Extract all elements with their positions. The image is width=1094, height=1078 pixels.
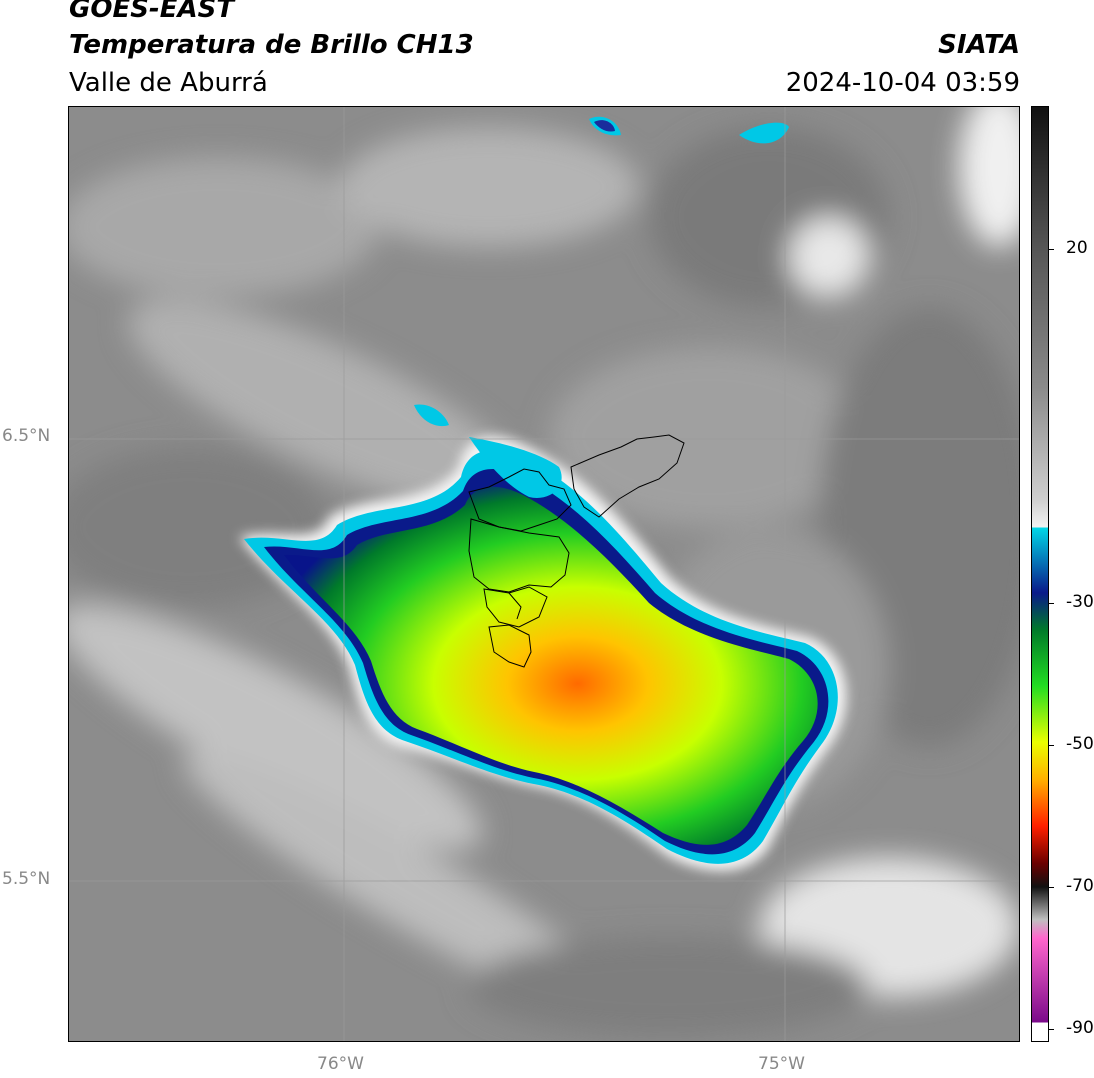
- lat-tick-label: 5.5°N: [2, 869, 51, 889]
- municipal-boundaries: [468, 434, 685, 668]
- colorbar-tick-mark: [1049, 745, 1054, 746]
- datetime-label: 2024-10-04 03:59: [785, 68, 1020, 98]
- satellite-map[interactable]: [68, 106, 1020, 1042]
- colorbar-tick-label: -70: [1066, 876, 1094, 896]
- organization-label: SIATA: [938, 30, 1020, 60]
- colorbar-tick-label: -30: [1066, 592, 1094, 612]
- lat-tick-label: 6.5°N: [2, 426, 51, 446]
- lon-tick-label: 76°W: [317, 1054, 364, 1074]
- satellite-title: GOES-EAST: [69, 0, 235, 24]
- colorbar-tick-label: -50: [1066, 734, 1094, 754]
- region-subtitle: Valle de Aburrá: [69, 68, 268, 98]
- colorbar-tick-label: 20: [1066, 238, 1088, 258]
- storm-north-lobe: [469, 437, 562, 498]
- colorbar-tick-mark: [1049, 249, 1054, 250]
- colorbar-gradient: [1032, 107, 1048, 1041]
- cloud-speck-3: [739, 122, 789, 144]
- colorbar-tick-mark: [1049, 887, 1054, 888]
- cloud-speck-4: [594, 120, 615, 132]
- colorbar-tick-mark: [1049, 603, 1054, 604]
- colorbar-tick-mark: [1049, 1029, 1054, 1030]
- product-title: Temperatura de Brillo CH13: [69, 30, 474, 60]
- map-gridlines: [69, 107, 1019, 1041]
- map-canvas: [69, 107, 1019, 1041]
- colorbar: [1031, 106, 1049, 1042]
- cloud-speck-1: [414, 404, 449, 427]
- lon-tick-label: 75°W: [758, 1054, 805, 1074]
- storm-core: [284, 486, 818, 845]
- colorbar-tick-label: -90: [1066, 1018, 1094, 1038]
